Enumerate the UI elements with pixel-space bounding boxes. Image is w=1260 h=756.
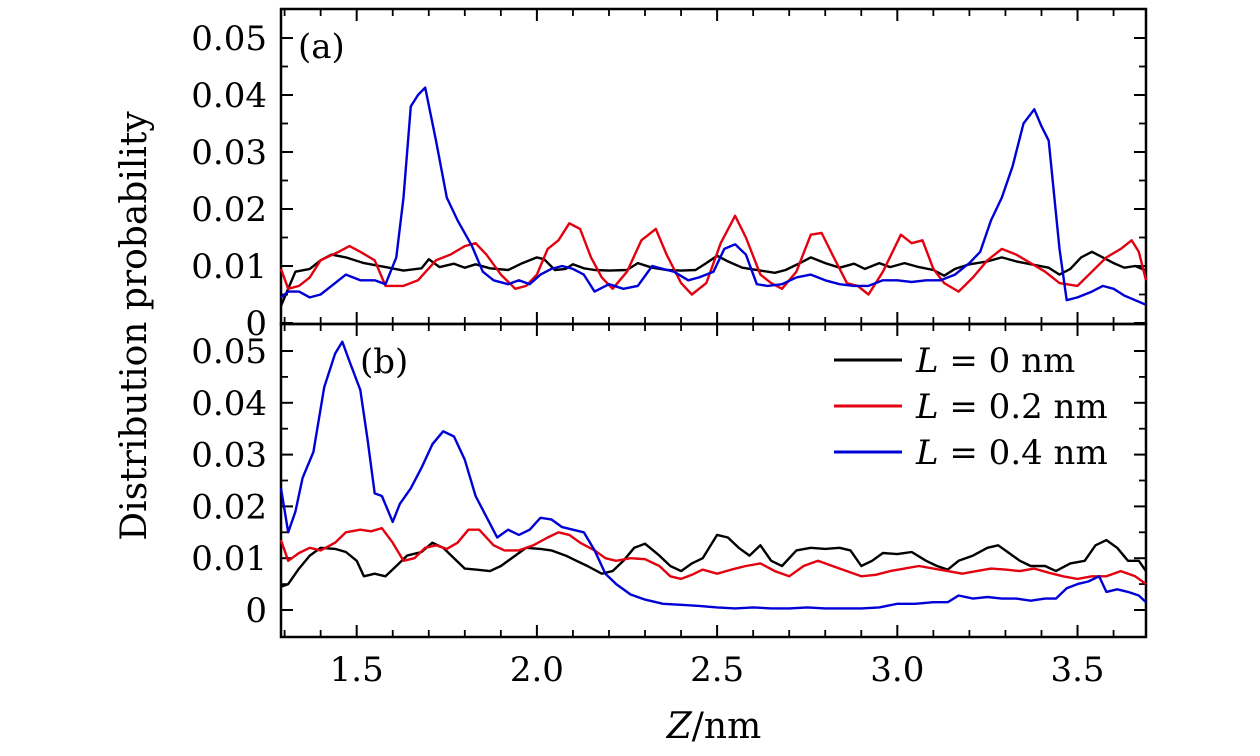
- y-tick-label: 0.01: [191, 539, 267, 579]
- y-tick-label: 0.05: [191, 332, 267, 372]
- x-axis-title-var: Z: [666, 706, 693, 747]
- panel-b-x-tick-labels: 1.5 2.0 2.5 3.0 3.5: [330, 650, 1105, 690]
- x-tick-label: 3.0: [870, 650, 924, 690]
- x-tick-label: 2.0: [510, 650, 564, 690]
- x-axis-title: Z/nm: [666, 706, 761, 747]
- panel-a-ticks: [281, 9, 1146, 324]
- panel-b-series: [279, 340, 1147, 610]
- panel-a-label: (a): [298, 27, 345, 67]
- series-line-l-0-4-nm: [280, 86, 1147, 306]
- y-axis-title: Distribution probability: [114, 111, 155, 541]
- series-line-l-0-4-nm: [279, 340, 1147, 610]
- series-line-l-0-2-nm: [279, 527, 1147, 586]
- panel-a-frame: [279, 7, 1148, 326]
- y-tick-label: 0.02: [191, 190, 267, 230]
- x-tick-label: 1.5: [330, 650, 384, 690]
- y-tick-label: 0.04: [191, 76, 267, 116]
- x-tick-label: 3.5: [1050, 650, 1104, 690]
- series-line-l-0-2-nm: [279, 214, 1148, 296]
- panel-b-ticks: [281, 324, 1146, 637]
- y-tick-label: 0.01: [191, 247, 267, 287]
- panel-b-y-tick-labels: 0 0.01 0.02 0.03 0.04 0.05: [191, 332, 267, 631]
- y-tick-label: 0.03: [191, 436, 267, 476]
- y-tick-label: 0.05: [191, 19, 267, 59]
- y-tick-label: 0.03: [191, 133, 267, 173]
- legend: L = 0 nm L = 0.2 nm L = 0.4 nm: [834, 341, 1108, 473]
- panel-a: 0 0.01 0.02 0.03 0.04 0.05 (a): [191, 7, 1148, 344]
- x-axis-title-unit: /nm: [692, 706, 761, 747]
- series-line-l-0-nm: [280, 533, 1147, 588]
- legend-label: L = 0 nm: [915, 341, 1075, 381]
- legend-label: L = 0.4 nm: [915, 433, 1108, 473]
- x-tick-label: 2.5: [690, 650, 744, 690]
- y-tick-label: 0: [245, 591, 267, 631]
- legend-label: L = 0.2 nm: [915, 387, 1108, 427]
- panel-a-series: [279, 86, 1148, 307]
- y-tick-label: 0.02: [191, 487, 267, 527]
- panel-a-y-tick-labels: 0 0.01 0.02 0.03 0.04 0.05: [191, 19, 267, 344]
- panel-b: 0 0.01 0.02 0.03 0.04 0.05 1.5 2.0 2.5 3.0 3.5 (b…: [191, 322, 1148, 690]
- panel-b-label: (b): [360, 342, 408, 382]
- y-tick-label: 0: [245, 304, 267, 344]
- y-tick-label: 0.04: [191, 384, 267, 424]
